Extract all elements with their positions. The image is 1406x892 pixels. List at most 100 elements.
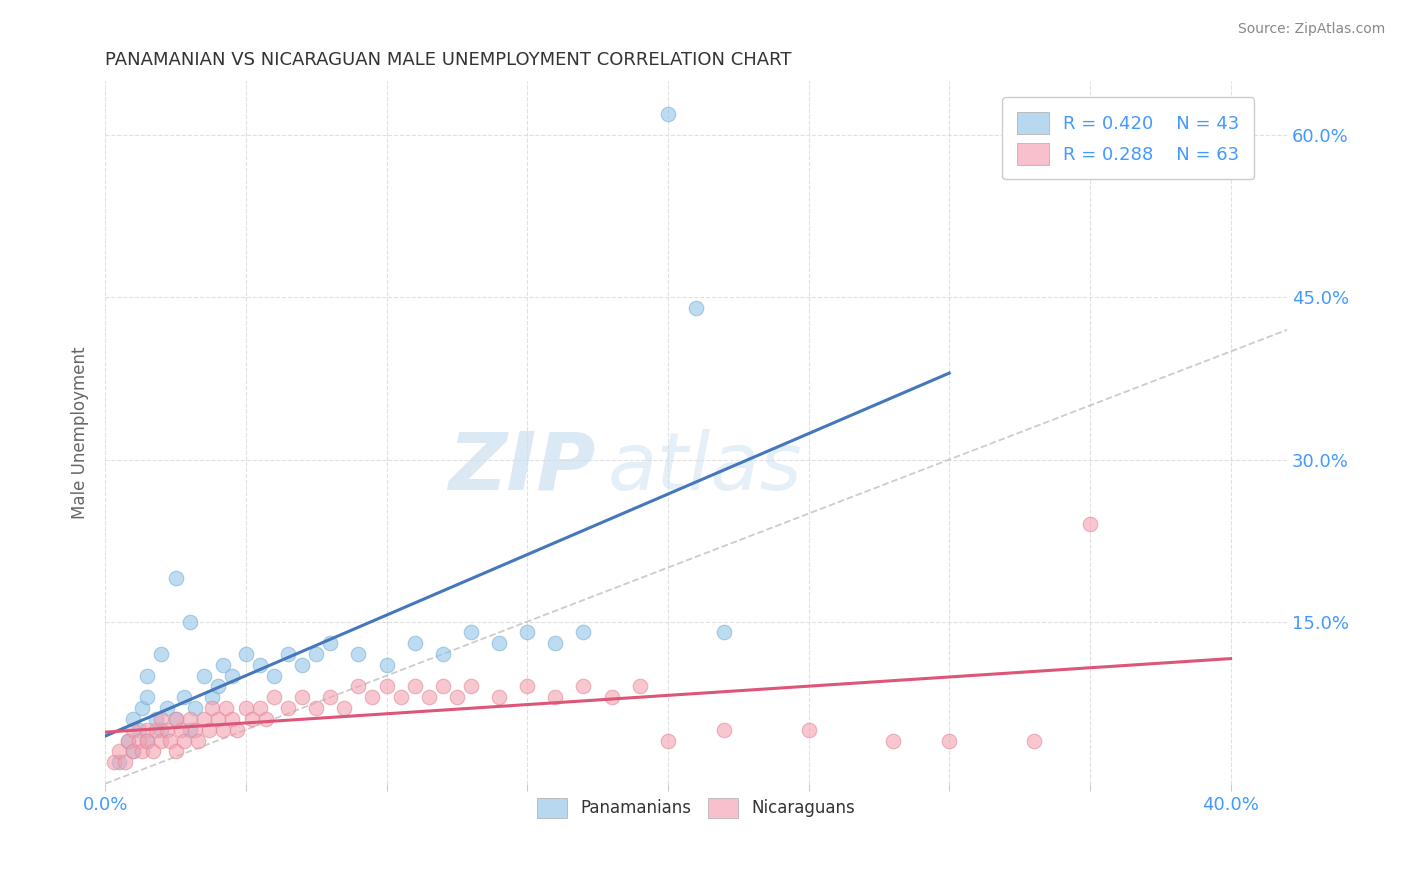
Point xyxy=(201,701,224,715)
Text: ZIP: ZIP xyxy=(449,429,596,507)
Point xyxy=(460,680,482,694)
Point xyxy=(488,690,510,705)
Point xyxy=(516,680,538,694)
Point xyxy=(446,690,468,705)
Point xyxy=(179,712,201,726)
Point xyxy=(122,744,145,758)
Text: atlas: atlas xyxy=(607,429,803,507)
Point xyxy=(193,712,215,726)
Point xyxy=(145,712,167,726)
Text: Source: ZipAtlas.com: Source: ZipAtlas.com xyxy=(1237,22,1385,37)
Point xyxy=(131,701,153,715)
Point xyxy=(319,690,342,705)
Point xyxy=(375,680,398,694)
Point xyxy=(142,744,165,758)
Point xyxy=(263,690,285,705)
Point xyxy=(193,668,215,682)
Point xyxy=(249,657,271,672)
Point xyxy=(882,733,904,747)
Point xyxy=(375,657,398,672)
Point xyxy=(277,647,299,661)
Point xyxy=(221,712,243,726)
Point xyxy=(460,625,482,640)
Point xyxy=(212,723,235,737)
Legend: Panamanians, Nicaraguans: Panamanians, Nicaraguans xyxy=(530,791,862,824)
Point xyxy=(117,733,139,747)
Point xyxy=(136,723,159,737)
Point xyxy=(347,647,370,661)
Point xyxy=(600,690,623,705)
Point xyxy=(432,680,454,694)
Point xyxy=(235,701,257,715)
Point xyxy=(136,733,159,747)
Point xyxy=(173,733,195,747)
Point xyxy=(347,680,370,694)
Point xyxy=(404,636,426,650)
Point xyxy=(215,701,238,715)
Point xyxy=(797,723,820,737)
Point xyxy=(184,701,207,715)
Point xyxy=(128,723,150,737)
Point xyxy=(159,733,181,747)
Point xyxy=(201,690,224,705)
Point xyxy=(165,712,187,726)
Point xyxy=(291,690,314,705)
Point xyxy=(572,625,595,640)
Point xyxy=(150,647,173,661)
Point xyxy=(713,625,735,640)
Point xyxy=(544,636,567,650)
Point xyxy=(249,701,271,715)
Point xyxy=(131,744,153,758)
Point xyxy=(136,690,159,705)
Point xyxy=(240,712,263,726)
Y-axis label: Male Unemployment: Male Unemployment xyxy=(72,346,89,519)
Point xyxy=(122,723,145,737)
Point xyxy=(221,668,243,682)
Point xyxy=(179,723,201,737)
Point xyxy=(938,733,960,747)
Point xyxy=(173,690,195,705)
Point xyxy=(572,680,595,694)
Point xyxy=(277,701,299,715)
Point xyxy=(488,636,510,650)
Point xyxy=(122,712,145,726)
Point xyxy=(103,755,125,769)
Point xyxy=(207,680,229,694)
Point xyxy=(156,723,179,737)
Point xyxy=(136,668,159,682)
Point xyxy=(226,723,249,737)
Point xyxy=(165,744,187,758)
Point xyxy=(165,571,187,585)
Point xyxy=(156,701,179,715)
Point xyxy=(165,712,187,726)
Point xyxy=(170,723,193,737)
Point xyxy=(179,615,201,629)
Point xyxy=(418,690,440,705)
Point xyxy=(628,680,651,694)
Point xyxy=(212,657,235,672)
Point xyxy=(516,625,538,640)
Point xyxy=(207,712,229,726)
Point xyxy=(108,744,131,758)
Text: PANAMANIAN VS NICARAGUAN MALE UNEMPLOYMENT CORRELATION CHART: PANAMANIAN VS NICARAGUAN MALE UNEMPLOYME… xyxy=(105,51,792,69)
Point xyxy=(187,733,209,747)
Point xyxy=(685,301,707,316)
Point xyxy=(305,647,328,661)
Point xyxy=(544,690,567,705)
Point xyxy=(432,647,454,661)
Point xyxy=(254,712,277,726)
Point xyxy=(657,733,679,747)
Point xyxy=(136,733,159,747)
Point xyxy=(150,723,173,737)
Point xyxy=(184,723,207,737)
Point xyxy=(713,723,735,737)
Point xyxy=(117,733,139,747)
Point xyxy=(1022,733,1045,747)
Point xyxy=(1078,517,1101,532)
Point xyxy=(263,668,285,682)
Point xyxy=(150,733,173,747)
Point xyxy=(145,723,167,737)
Point xyxy=(198,723,221,737)
Point xyxy=(361,690,384,705)
Point xyxy=(657,107,679,121)
